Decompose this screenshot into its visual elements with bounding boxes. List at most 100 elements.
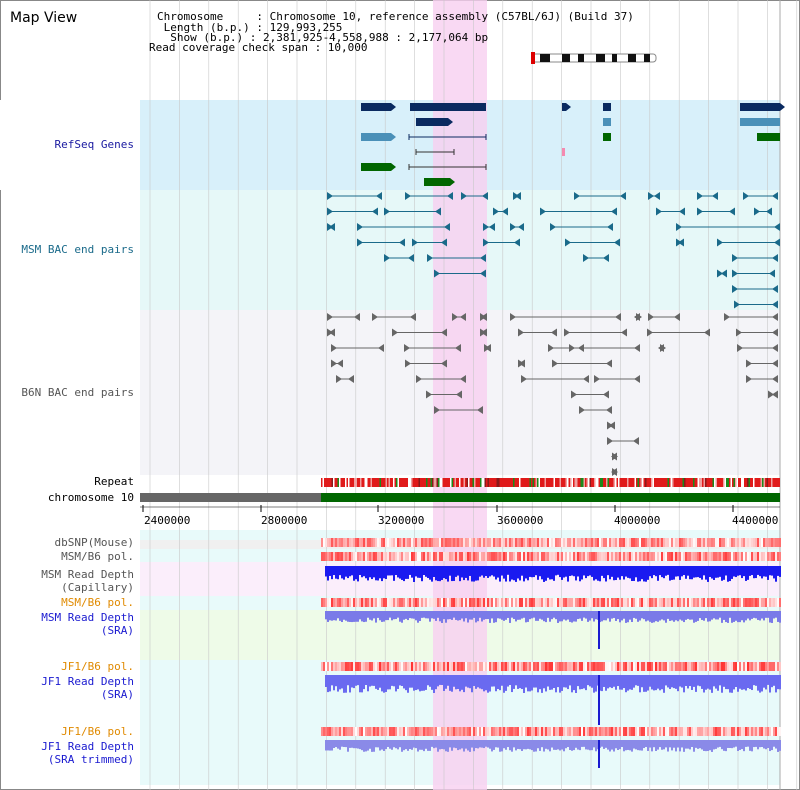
polymorphism-mark [655,598,657,607]
polymorphism-mark [445,538,447,547]
read-depth-bar [611,611,613,619]
refseq-gene [416,118,448,126]
polymorphism-mark [567,727,569,736]
repeat-mark [694,478,696,487]
read-depth-bar [759,611,761,621]
track-label-refseq[interactable]: RefSeq Genes [54,138,134,151]
read-depth-bar [711,675,713,693]
polymorphism-mark [475,662,477,671]
polymorphism-mark [553,538,555,547]
polymorphism-mark [419,598,421,607]
polymorphism-mark [463,538,465,547]
polymorphism-mark [395,538,397,547]
polymorphism-mark [325,598,327,607]
polymorphism-mark [733,727,735,736]
read-depth-bar [735,566,737,578]
track-label-msm-depth-cap-2: (Capillary) [61,581,134,594]
read-depth-bar [327,611,329,622]
repeat-mark [342,478,344,487]
read-depth-bar [445,675,447,689]
polymorphism-mark [469,598,471,607]
read-depth-bar [417,740,419,752]
read-depth-bar [701,740,703,750]
read-depth-bar [409,675,411,688]
polymorphism-mark [665,552,667,561]
read-depth-bar [401,566,403,580]
polymorphism-mark [497,662,499,671]
read-depth-bar [745,675,747,691]
read-depth-bar [525,566,527,579]
read-depth-bar [723,566,725,580]
chromosome-bar-gap [140,493,321,502]
polymorphism-mark [667,538,669,547]
msm-bac-end-pair-end [327,192,333,200]
polymorphism-mark [353,662,355,671]
polymorphism-mark [435,598,437,607]
track-label-b6n-bac[interactable]: B6N BAC end pairs [21,386,134,399]
repeat-mark [766,478,768,487]
polymorphism-mark [645,662,647,671]
polymorphism-mark [709,552,711,561]
polymorphism-mark [473,662,475,671]
polymorphism-mark [413,552,415,561]
read-depth-bar [459,740,461,750]
repeat-mark [648,478,650,487]
polymorphism-mark [379,538,381,547]
read-depth-bar [523,740,525,750]
read-depth-bar [521,566,523,576]
repeat-mark [454,478,456,487]
read-depth-bar [331,611,333,621]
read-depth-bar [669,611,671,621]
read-depth-bar [707,675,709,689]
read-depth-bar [691,675,693,690]
polymorphism-mark [633,538,635,547]
ideogram-band [540,54,550,62]
polymorphism-mark [635,552,637,561]
polymorphism-mark [389,598,391,607]
read-depth-bar [353,675,355,689]
polymorphism-mark [663,727,665,736]
read-depth-bar [679,740,681,752]
track-label-msm-bac[interactable]: MSM BAC end pairs [21,243,134,256]
read-depth-bar [473,740,475,752]
polymorphism-mark [689,552,691,561]
polymorphism-mark [657,727,659,736]
polymorphism-mark [611,727,613,736]
repeat-mark [408,478,410,487]
repeat-mark [595,478,597,487]
read-depth-bar [721,566,723,581]
polymorphism-mark [535,727,537,736]
polymorphism-mark [487,727,489,736]
read-depth-bar [769,675,771,693]
polymorphism-mark [535,662,537,671]
read-depth-bar [557,740,559,750]
polymorphism-mark [605,538,607,547]
polymorphism-mark [465,552,467,561]
polymorphism-mark [469,662,471,671]
read-depth-bar [623,566,625,580]
polymorphism-mark [659,538,661,547]
read-depth-bar [461,675,463,690]
msm-bac-end-pair-end [717,269,723,278]
read-depth-bar [359,566,361,576]
polymorphism-mark [611,598,613,607]
polymorphism-mark [611,538,613,547]
polymorphism-mark [763,538,765,547]
repeat-mark [531,478,533,487]
read-depth-bar [421,675,423,691]
polymorphism-mark [613,662,615,671]
read-depth-bar [479,740,481,748]
polymorphism-mark [523,598,525,607]
polymorphism-mark [669,598,671,607]
polymorphism-mark [451,727,453,736]
read-depth-bar [581,611,583,621]
repeat-mark [750,478,752,487]
repeat-mark [708,478,710,487]
read-depth-bar [667,740,669,752]
polymorphism-mark [639,662,641,671]
polymorphism-mark [575,662,577,671]
read-depth-bar [509,675,511,686]
repeat-mark [397,478,399,487]
polymorphism-mark [647,552,649,561]
